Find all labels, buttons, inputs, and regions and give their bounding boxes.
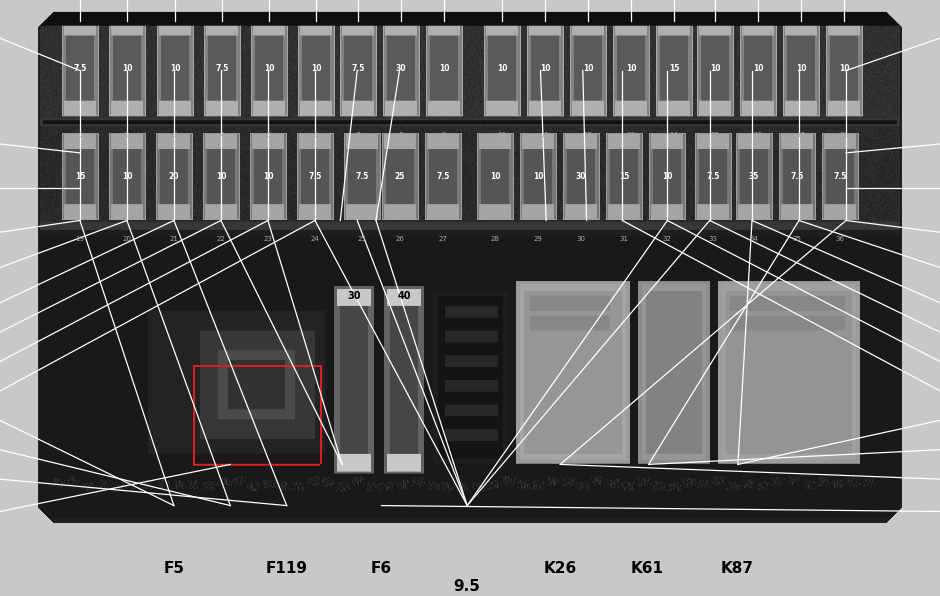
Text: 7: 7 bbox=[355, 132, 360, 138]
Text: 7.5: 7.5 bbox=[791, 172, 804, 181]
Text: 1: 1 bbox=[78, 132, 83, 138]
Text: 35: 35 bbox=[792, 236, 802, 242]
Text: 10: 10 bbox=[540, 64, 550, 73]
Text: 17: 17 bbox=[796, 132, 806, 138]
Text: 7.5: 7.5 bbox=[436, 172, 449, 181]
Text: 25: 25 bbox=[357, 236, 367, 242]
Text: 28: 28 bbox=[491, 236, 499, 242]
Text: 26: 26 bbox=[396, 236, 404, 242]
Text: 11: 11 bbox=[540, 132, 550, 138]
Text: 4: 4 bbox=[220, 132, 224, 138]
Text: 7.5: 7.5 bbox=[834, 172, 847, 181]
Text: 13: 13 bbox=[626, 132, 635, 138]
Text: 10: 10 bbox=[626, 64, 636, 73]
Text: 10: 10 bbox=[753, 64, 763, 73]
Text: 6: 6 bbox=[314, 132, 319, 138]
Text: 31: 31 bbox=[619, 236, 629, 242]
Text: 7.5: 7.5 bbox=[215, 64, 228, 73]
Text: 35: 35 bbox=[749, 172, 760, 181]
Text: 18: 18 bbox=[839, 132, 849, 138]
Text: 21: 21 bbox=[169, 236, 179, 242]
Text: 30: 30 bbox=[575, 172, 587, 181]
Text: 10: 10 bbox=[311, 64, 321, 73]
Text: 10: 10 bbox=[170, 64, 180, 73]
Text: 2: 2 bbox=[125, 132, 129, 138]
Text: 30: 30 bbox=[576, 236, 586, 242]
Text: 10: 10 bbox=[662, 172, 672, 181]
Text: 22: 22 bbox=[216, 236, 226, 242]
Text: F6: F6 bbox=[371, 561, 392, 576]
Text: K87: K87 bbox=[720, 561, 754, 576]
Text: 10: 10 bbox=[838, 64, 849, 73]
Text: 8: 8 bbox=[399, 132, 403, 138]
Text: 34: 34 bbox=[749, 236, 759, 242]
Text: 10: 10 bbox=[497, 132, 507, 138]
Text: 7.5: 7.5 bbox=[706, 172, 720, 181]
Text: 24: 24 bbox=[310, 236, 320, 242]
Text: 10: 10 bbox=[796, 64, 807, 73]
Text: 7.5: 7.5 bbox=[308, 172, 321, 181]
Text: 7.5: 7.5 bbox=[73, 64, 86, 73]
Text: 33: 33 bbox=[709, 236, 717, 242]
Text: 3: 3 bbox=[173, 132, 178, 138]
Text: 36: 36 bbox=[836, 236, 844, 242]
Text: 10: 10 bbox=[710, 64, 720, 73]
Text: 5: 5 bbox=[267, 132, 271, 138]
Text: 32: 32 bbox=[663, 236, 671, 242]
Text: 10: 10 bbox=[263, 172, 274, 181]
Text: 29: 29 bbox=[534, 236, 542, 242]
Text: F119: F119 bbox=[266, 561, 307, 576]
Text: 27: 27 bbox=[439, 236, 447, 242]
Text: 10: 10 bbox=[496, 64, 508, 73]
Text: 12: 12 bbox=[584, 132, 592, 138]
Text: 23: 23 bbox=[263, 236, 273, 242]
Text: 10: 10 bbox=[122, 172, 133, 181]
Text: 10: 10 bbox=[216, 172, 227, 181]
Text: 15: 15 bbox=[619, 172, 629, 181]
Text: F5: F5 bbox=[164, 561, 184, 576]
Text: 30: 30 bbox=[347, 291, 361, 301]
Text: 15: 15 bbox=[711, 132, 719, 138]
Text: K61: K61 bbox=[630, 561, 664, 576]
Text: K26: K26 bbox=[543, 561, 577, 576]
Text: 25: 25 bbox=[395, 172, 405, 181]
Text: 19: 19 bbox=[75, 236, 85, 242]
Text: 20: 20 bbox=[169, 172, 180, 181]
Text: 10: 10 bbox=[533, 172, 543, 181]
Text: 15: 15 bbox=[75, 172, 86, 181]
Text: 10: 10 bbox=[490, 172, 500, 181]
Text: 10: 10 bbox=[122, 64, 133, 73]
Text: 9: 9 bbox=[442, 132, 446, 138]
Text: 15: 15 bbox=[669, 64, 680, 73]
Text: 30: 30 bbox=[396, 64, 406, 73]
Text: 7.5: 7.5 bbox=[352, 64, 365, 73]
Text: 20: 20 bbox=[122, 236, 132, 242]
Text: 14: 14 bbox=[669, 132, 679, 138]
Text: 10: 10 bbox=[583, 64, 593, 73]
Text: 10: 10 bbox=[439, 64, 449, 73]
Text: 7.5: 7.5 bbox=[355, 172, 368, 181]
Text: 10: 10 bbox=[264, 64, 274, 73]
Text: 16: 16 bbox=[754, 132, 762, 138]
Text: 9.5: 9.5 bbox=[454, 579, 480, 594]
Text: 40: 40 bbox=[398, 291, 411, 301]
